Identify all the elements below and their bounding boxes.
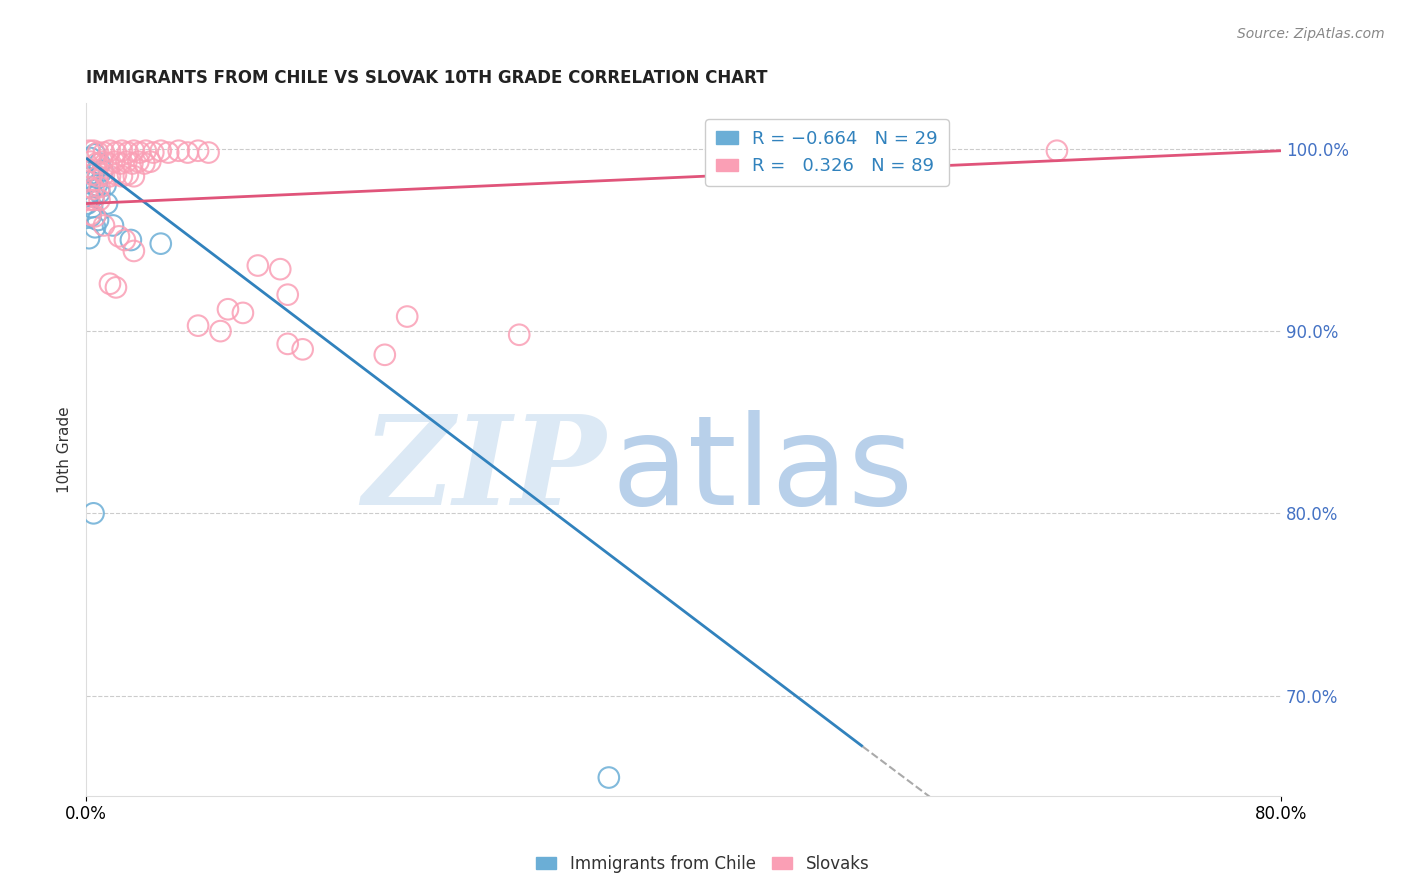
Point — [1046, 144, 1069, 158]
Point — [79, 151, 101, 165]
Point — [396, 310, 419, 324]
Point — [121, 156, 143, 170]
Point — [87, 171, 110, 186]
Point — [87, 145, 110, 160]
Point — [91, 154, 114, 169]
Point — [157, 145, 180, 160]
Point — [98, 144, 121, 158]
Legend: R = −0.664   N = 29, R =   0.326   N = 89: R = −0.664 N = 29, R = 0.326 N = 89 — [706, 120, 949, 186]
Text: ZIP: ZIP — [363, 409, 606, 531]
Point — [98, 169, 121, 184]
Point — [128, 145, 150, 160]
Point — [103, 154, 125, 169]
Point — [79, 210, 101, 224]
Point — [111, 144, 134, 158]
Point — [79, 154, 101, 169]
Point — [83, 189, 105, 203]
Point — [104, 145, 127, 160]
Point — [115, 154, 138, 169]
Point — [98, 277, 121, 291]
Point — [117, 145, 139, 160]
Point — [167, 144, 190, 158]
Y-axis label: 10th Grade: 10th Grade — [58, 406, 72, 493]
Point — [93, 145, 115, 160]
Point — [77, 193, 100, 207]
Point — [77, 231, 100, 245]
Point — [122, 169, 145, 184]
Point — [291, 343, 314, 357]
Point — [89, 180, 111, 194]
Point — [122, 244, 145, 258]
Point — [84, 147, 107, 161]
Point — [84, 210, 107, 224]
Point — [111, 169, 134, 184]
Point — [79, 175, 101, 189]
Point — [93, 168, 115, 182]
Point — [86, 178, 108, 193]
Point — [77, 144, 100, 158]
Point — [139, 154, 162, 169]
Point — [117, 168, 139, 182]
Point — [94, 178, 117, 193]
Text: IMMIGRANTS FROM CHILE VS SLOVAK 10TH GRADE CORRELATION CHART: IMMIGRANTS FROM CHILE VS SLOVAK 10TH GRA… — [86, 69, 768, 87]
Point — [122, 144, 145, 158]
Point — [91, 163, 114, 178]
Point — [93, 219, 115, 233]
Point — [209, 324, 232, 338]
Point — [97, 156, 120, 170]
Point — [79, 207, 101, 221]
Point — [76, 196, 98, 211]
Point — [89, 186, 111, 200]
Point — [127, 154, 149, 169]
Point — [134, 156, 156, 170]
Point — [120, 233, 142, 247]
Point — [187, 318, 209, 333]
Point — [96, 196, 118, 211]
Point — [83, 168, 105, 182]
Point — [508, 327, 530, 342]
Point — [217, 302, 239, 317]
Point — [83, 182, 105, 196]
Point — [110, 156, 132, 170]
Point — [89, 156, 111, 170]
Point — [83, 193, 105, 207]
Point — [176, 145, 198, 160]
Text: Source: ZipAtlas.com: Source: ZipAtlas.com — [1237, 27, 1385, 41]
Point — [187, 144, 209, 158]
Point — [269, 262, 291, 277]
Point — [108, 229, 131, 244]
Point — [277, 337, 299, 351]
Point — [246, 259, 269, 273]
Point — [104, 168, 127, 182]
Point — [232, 306, 254, 320]
Point — [197, 145, 219, 160]
Point — [598, 771, 620, 785]
Point — [86, 156, 108, 170]
Point — [83, 144, 105, 158]
Point — [80, 168, 103, 182]
Text: atlas: atlas — [612, 409, 914, 531]
Point — [277, 287, 299, 301]
Point — [87, 169, 110, 184]
Point — [80, 200, 103, 214]
Point — [374, 348, 396, 362]
Point — [135, 144, 157, 158]
Point — [101, 219, 124, 233]
Point — [114, 233, 136, 247]
Point — [77, 186, 100, 200]
Point — [77, 163, 100, 178]
Point — [83, 506, 105, 520]
Point — [87, 213, 110, 227]
Point — [89, 193, 111, 207]
Point — [149, 236, 172, 251]
Point — [84, 220, 107, 235]
Point — [77, 180, 100, 194]
Point — [149, 144, 172, 158]
Legend: Immigrants from Chile, Slovaks: Immigrants from Chile, Slovaks — [530, 848, 876, 880]
Point — [142, 145, 165, 160]
Point — [104, 280, 127, 294]
